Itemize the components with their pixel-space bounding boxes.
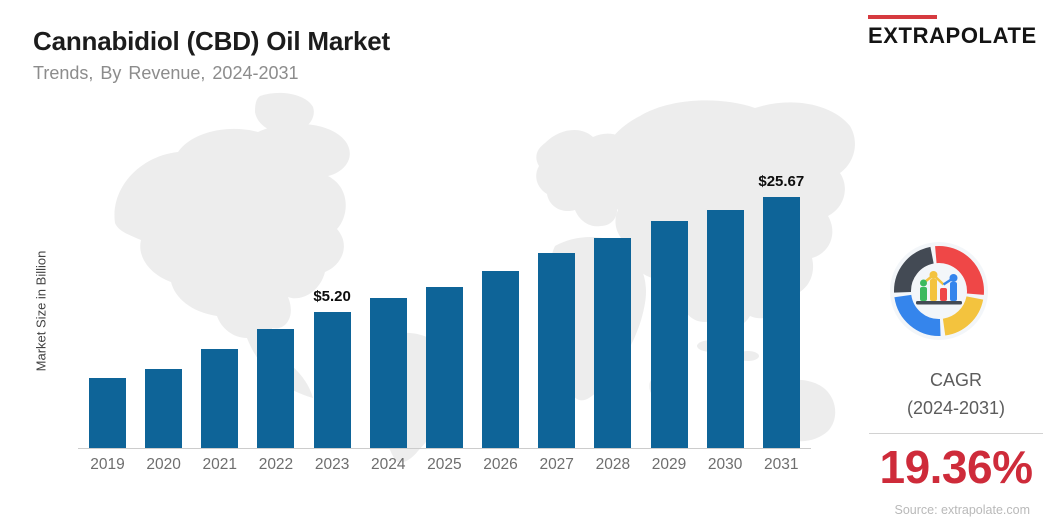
x-tick-label: 2019: [90, 456, 125, 473]
bar-value-label: $5.20: [313, 288, 351, 305]
chart-bar-2027: [538, 253, 576, 448]
cagr-panel: CAGR (2024-2031) 19.36%: [866, 370, 1046, 494]
x-tick-label: 2021: [202, 456, 238, 473]
chart-bar-2031: [762, 197, 800, 448]
chart-bar-2021: [201, 349, 239, 448]
source-attribution: Source: extrapolate.com: [894, 503, 1031, 517]
logo-text: EXTRAPOLATE: [868, 23, 1037, 48]
chart-bar-2024: [369, 298, 407, 448]
donut-segment-yellow: [942, 295, 984, 336]
x-tick-label: 2028: [595, 456, 631, 473]
map-greenland: [255, 92, 314, 134]
map-north-america: [114, 123, 350, 398]
x-tick-label: 2027: [539, 456, 574, 473]
donut-segment-charcoal: [894, 246, 935, 293]
cagr-value: 19.36%: [879, 441, 1033, 493]
x-tick-label: 2022: [258, 456, 294, 473]
x-axis-line: [78, 448, 811, 449]
y-axis-title: Market Size in Billion: [33, 250, 49, 372]
chart-bar-2023: [313, 312, 351, 448]
donut-chart-icon: [890, 242, 988, 340]
chart-bar-2028: [594, 238, 632, 448]
cagr-label: CAGR: [929, 370, 982, 390]
page-title: Cannabidiol (CBD) Oil Market: [33, 26, 390, 56]
x-tick-label: 2023: [314, 456, 350, 473]
chart-bar-2030: [706, 210, 744, 448]
chart-bar-2029: [650, 221, 688, 448]
chart-bar-2020: [145, 369, 183, 448]
chart-bar-2025: [425, 287, 463, 448]
extrapolate-logo: EXTRAPOLATE: [868, 15, 1042, 49]
chart-bar-2026: [482, 271, 520, 448]
donut-segment-red: [935, 246, 984, 295]
x-tick-label: 2029: [651, 456, 687, 473]
bar-value-label: $25.67: [758, 173, 805, 190]
page-subtitle: Trends, By Revenue, 2024-2031: [33, 63, 299, 83]
chart-bar-2022: [257, 329, 295, 448]
donut-segment-blue: [894, 294, 941, 336]
x-tick-label: 2030: [707, 456, 743, 473]
logo-accent-bar: [868, 15, 937, 19]
header: Cannabidiol (CBD) Oil Market Trends, By …: [33, 26, 390, 84]
cagr-period: (2024-2031): [906, 398, 1006, 418]
x-tick-label: 2025: [427, 456, 462, 473]
cagr-divider: [869, 433, 1043, 434]
mini-bar-chart-icon: [916, 271, 962, 305]
chart-bar-2019: [89, 378, 126, 448]
plot-area: 2019 2020 2021 2022 2023 $5.20 2024 2025 2026 202…: [78, 140, 811, 473]
x-tick-label: 2026: [483, 456, 518, 473]
x-tick-label: 2031: [764, 456, 799, 473]
x-tick-label: 2024: [371, 456, 406, 473]
x-tick-label: 2020: [146, 456, 181, 473]
